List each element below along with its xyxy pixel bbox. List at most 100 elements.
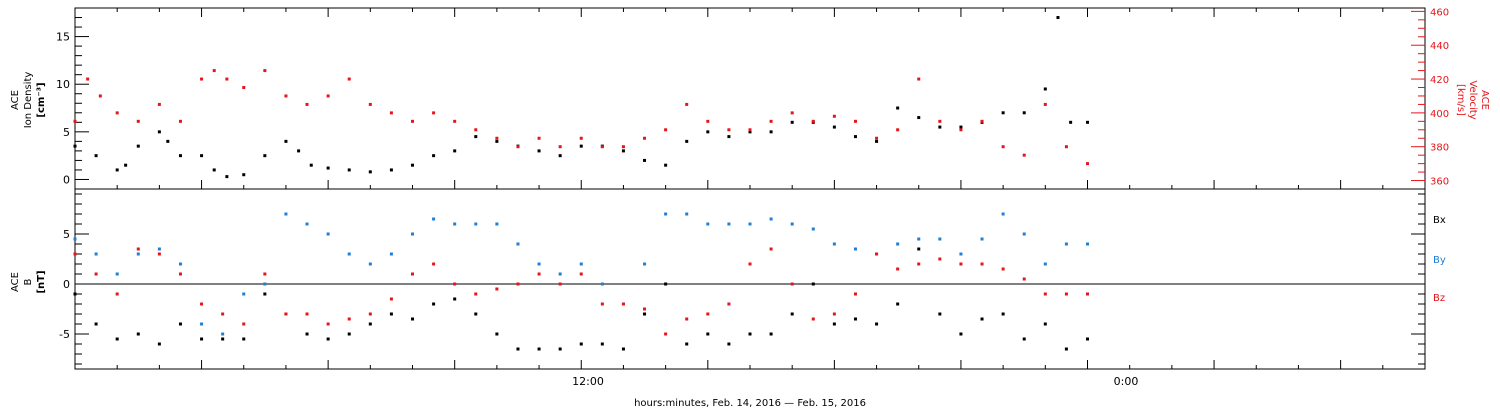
data-point-velocity [748, 128, 752, 132]
data-point-ion-density [1086, 120, 1089, 124]
data-points [73, 16, 1089, 351]
y-tick-label-density: 15 [56, 31, 70, 44]
data-point-bx [432, 302, 436, 306]
data-point-bx [685, 342, 689, 346]
data-point-bx [959, 332, 963, 336]
data-point-velocity [1086, 162, 1089, 166]
data-point-by [664, 212, 668, 216]
data-point-velocity [368, 102, 372, 106]
data-point-velocity [1064, 145, 1068, 149]
data-point-by [959, 252, 963, 256]
y-tick-label-b: 5 [63, 228, 70, 241]
data-point-ion-density [959, 125, 963, 129]
bottom-left-label-line1: ACE [10, 272, 21, 292]
data-point-by [1064, 242, 1068, 246]
data-point-ion-density [896, 106, 900, 110]
y-tick-label-velocity: 420 [1430, 75, 1449, 86]
data-point-velocity [938, 119, 942, 123]
data-point-velocity [516, 145, 520, 149]
legend-bx: Bx [1433, 215, 1446, 226]
data-point-by [221, 332, 225, 336]
data-point-ion-density [242, 173, 246, 177]
y-tick-label-b: 0 [63, 278, 70, 291]
data-point-bz [411, 272, 414, 276]
data-point-ion-density [1069, 120, 1073, 124]
data-point-ion-density [326, 166, 330, 170]
data-point-ion-density [309, 163, 313, 167]
data-point-by [1043, 262, 1047, 266]
data-point-by [980, 237, 984, 241]
data-point-ion-density [200, 154, 204, 158]
data-point-bz [242, 322, 246, 326]
data-point-bz [980, 262, 984, 266]
data-point-bx [600, 342, 604, 346]
data-point-bz [1086, 292, 1089, 296]
data-point-by [115, 272, 119, 276]
legend-by: By [1433, 255, 1446, 266]
data-point-bx [875, 322, 879, 326]
data-point-bz [790, 282, 794, 286]
data-point-bz [368, 312, 372, 316]
data-point-velocity [495, 136, 499, 140]
data-point-bz [748, 262, 752, 266]
data-point-ion-density [706, 130, 710, 134]
data-point-bz [727, 302, 731, 306]
data-point-bz [706, 312, 710, 316]
data-point-bx [896, 302, 900, 306]
data-point-bz [94, 272, 98, 276]
data-point-by [1001, 212, 1005, 216]
data-point-bz [495, 287, 499, 291]
data-point-by [516, 242, 520, 246]
data-point-bz [938, 257, 942, 261]
data-point-bz [73, 252, 77, 256]
data-point-bx [980, 317, 984, 321]
data-point-ion-density [832, 125, 836, 129]
data-point-ion-density [166, 139, 170, 143]
data-point-by [537, 262, 541, 266]
data-point-ion-density [685, 139, 689, 143]
bottom-left-label-line2: B [23, 278, 34, 285]
data-point-bx [200, 337, 204, 341]
data-point-bx [790, 312, 794, 316]
data-point-bx [643, 312, 647, 316]
data-point-velocity [706, 119, 710, 123]
data-point-velocity [225, 77, 229, 81]
data-point-bx [347, 332, 351, 336]
data-point-by [263, 282, 267, 286]
data-point-ion-density [664, 163, 668, 167]
data-point-velocity [347, 77, 351, 81]
data-point-ion-density [643, 158, 647, 162]
bottom-panel-frame [74, 188, 1426, 370]
data-point-velocity [474, 128, 478, 132]
data-point-by [1022, 232, 1026, 236]
y-tick-label-velocity: 380 [1430, 143, 1449, 154]
data-point-ion-density [136, 144, 140, 148]
data-point-by [136, 252, 140, 256]
data-point-ion-density [917, 116, 921, 120]
data-point-bz [115, 292, 119, 296]
data-point-by [495, 222, 499, 226]
top-panel-frame [74, 7, 1426, 190]
data-point-ion-density [347, 168, 351, 172]
top-left-label-line3: [cm⁻³] [36, 82, 47, 117]
data-point-ion-density [558, 154, 562, 158]
data-point-velocity [832, 114, 836, 118]
data-point-ion-density [769, 130, 773, 134]
data-point-velocity [411, 119, 414, 123]
data-point-ion-density [938, 125, 942, 129]
data-point-bz [643, 307, 647, 311]
data-point-velocity [917, 77, 921, 81]
data-point-bz [516, 282, 520, 286]
data-point-velocity [86, 77, 90, 81]
data-point-ion-density [579, 144, 583, 148]
y-tick-label-velocity: 400 [1430, 109, 1449, 120]
data-point-velocity [643, 136, 647, 140]
data-point-ion-density [225, 175, 229, 179]
data-point-velocity [98, 94, 102, 98]
data-point-bx [94, 322, 98, 326]
data-point-ion-density [368, 170, 372, 174]
data-point-ion-density [115, 168, 119, 172]
data-point-bz [959, 262, 963, 266]
data-point-bz [1043, 292, 1047, 296]
